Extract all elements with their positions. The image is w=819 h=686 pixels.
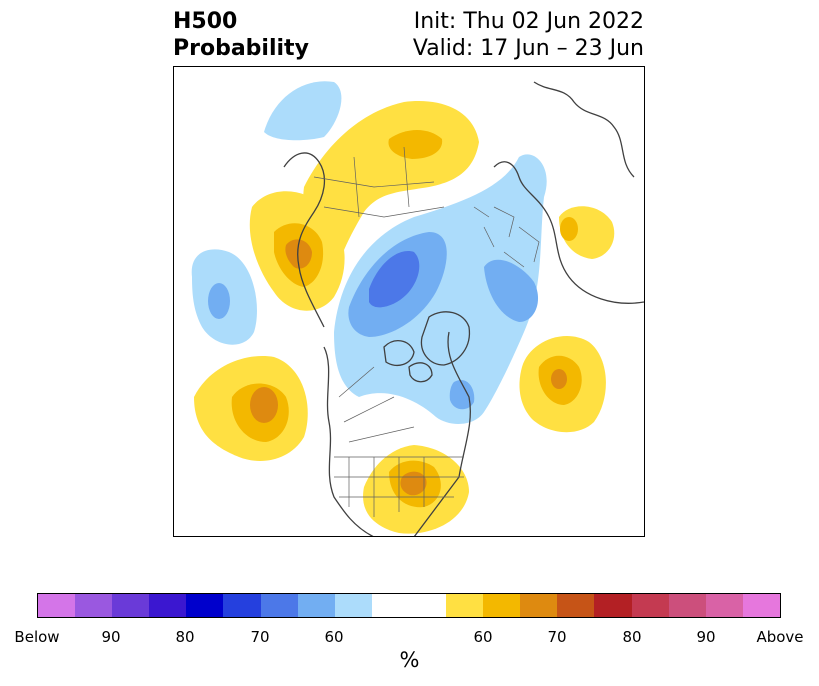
colorbar [37, 593, 781, 618]
probability-map [191, 81, 644, 536]
below-normal-areas [191, 81, 547, 424]
coastline-arctic-islands [383, 340, 433, 383]
coastline-east-asia [533, 81, 635, 178]
colorbar-segment [334, 594, 372, 617]
init-date: Init: Thu 02 Jun 2022 [413, 9, 644, 34]
coastline-north-america [323, 331, 472, 536]
coastline-europe [493, 161, 644, 304]
colorbar-segment [446, 594, 484, 617]
map-title: H500 Probability [173, 8, 309, 62]
above-anomaly-east-asia-core [285, 239, 312, 269]
title-line-2: Probability [173, 36, 309, 61]
colorbar-ticks: Below 90 80 70 60 60 70 80 90 Above [0, 628, 819, 648]
borders [313, 146, 540, 517]
above-anomaly-central-asia-core [560, 217, 578, 241]
colorbar-segment [557, 594, 595, 617]
colorbar-segment [223, 594, 261, 617]
coastline-greenland [420, 311, 471, 366]
map-panel [173, 66, 645, 537]
title-line-1: H500 [173, 9, 238, 34]
colorbar-segment [75, 594, 113, 617]
above-anomaly-us-southeast-core [400, 471, 427, 496]
below-anomaly-arctic-core [369, 251, 420, 308]
colorbar-segment [483, 594, 521, 617]
colorbar-segment [260, 594, 298, 617]
colorbar-segment [149, 594, 187, 617]
colorbar-segment [705, 594, 743, 617]
colorbar-segment [371, 594, 409, 617]
coastlines [283, 81, 644, 536]
coastline-asia [283, 152, 326, 328]
below-anomaly-arctic [334, 154, 547, 424]
tick-label: 70 [250, 628, 270, 646]
above-anomaly-siberia-core [388, 130, 443, 159]
tick-label: 80 [622, 628, 642, 646]
border-lines-us [334, 456, 464, 517]
tick-label: 60 [473, 628, 493, 646]
above-anomaly-north-pacific-core [250, 387, 278, 423]
border-lines-canada [338, 366, 415, 443]
tick-label: Below [14, 628, 60, 646]
colorbar-segment [594, 594, 632, 617]
tick-label: 90 [696, 628, 716, 646]
tick-label: 60 [324, 628, 344, 646]
tick-label: 70 [547, 628, 567, 646]
colorbar-segment [631, 594, 669, 617]
date-info: Init: Thu 02 Jun 2022 Valid: 17 Jun – 23… [413, 8, 644, 62]
above-normal-areas [194, 101, 615, 534]
colorbar-segment [112, 594, 150, 617]
above-anomaly-atlantic-core [551, 369, 567, 389]
colorbar-segment [742, 594, 780, 617]
colorbar-segment [408, 594, 447, 617]
border-lines-europe [473, 206, 540, 268]
below-anomaly-west-pacific-core [208, 283, 230, 319]
colorbar-segment [520, 594, 558, 617]
colorbar-segment [38, 594, 76, 617]
colorbar-units: % [399, 648, 420, 672]
colorbar-segment [297, 594, 335, 617]
below-anomaly-russia-mid [484, 259, 539, 322]
valid-date: Valid: 17 Jun – 23 Jun [412, 36, 644, 61]
tick-label: 80 [175, 628, 195, 646]
tick-label: 90 [101, 628, 121, 646]
border-lines-asia [313, 146, 445, 218]
colorbar-segment [668, 594, 706, 617]
colorbar-segment [186, 594, 224, 617]
below-anomaly-northwest [264, 81, 342, 141]
below-anomaly-atlantic-mid [449, 379, 475, 410]
tick-label: Above [756, 628, 804, 646]
